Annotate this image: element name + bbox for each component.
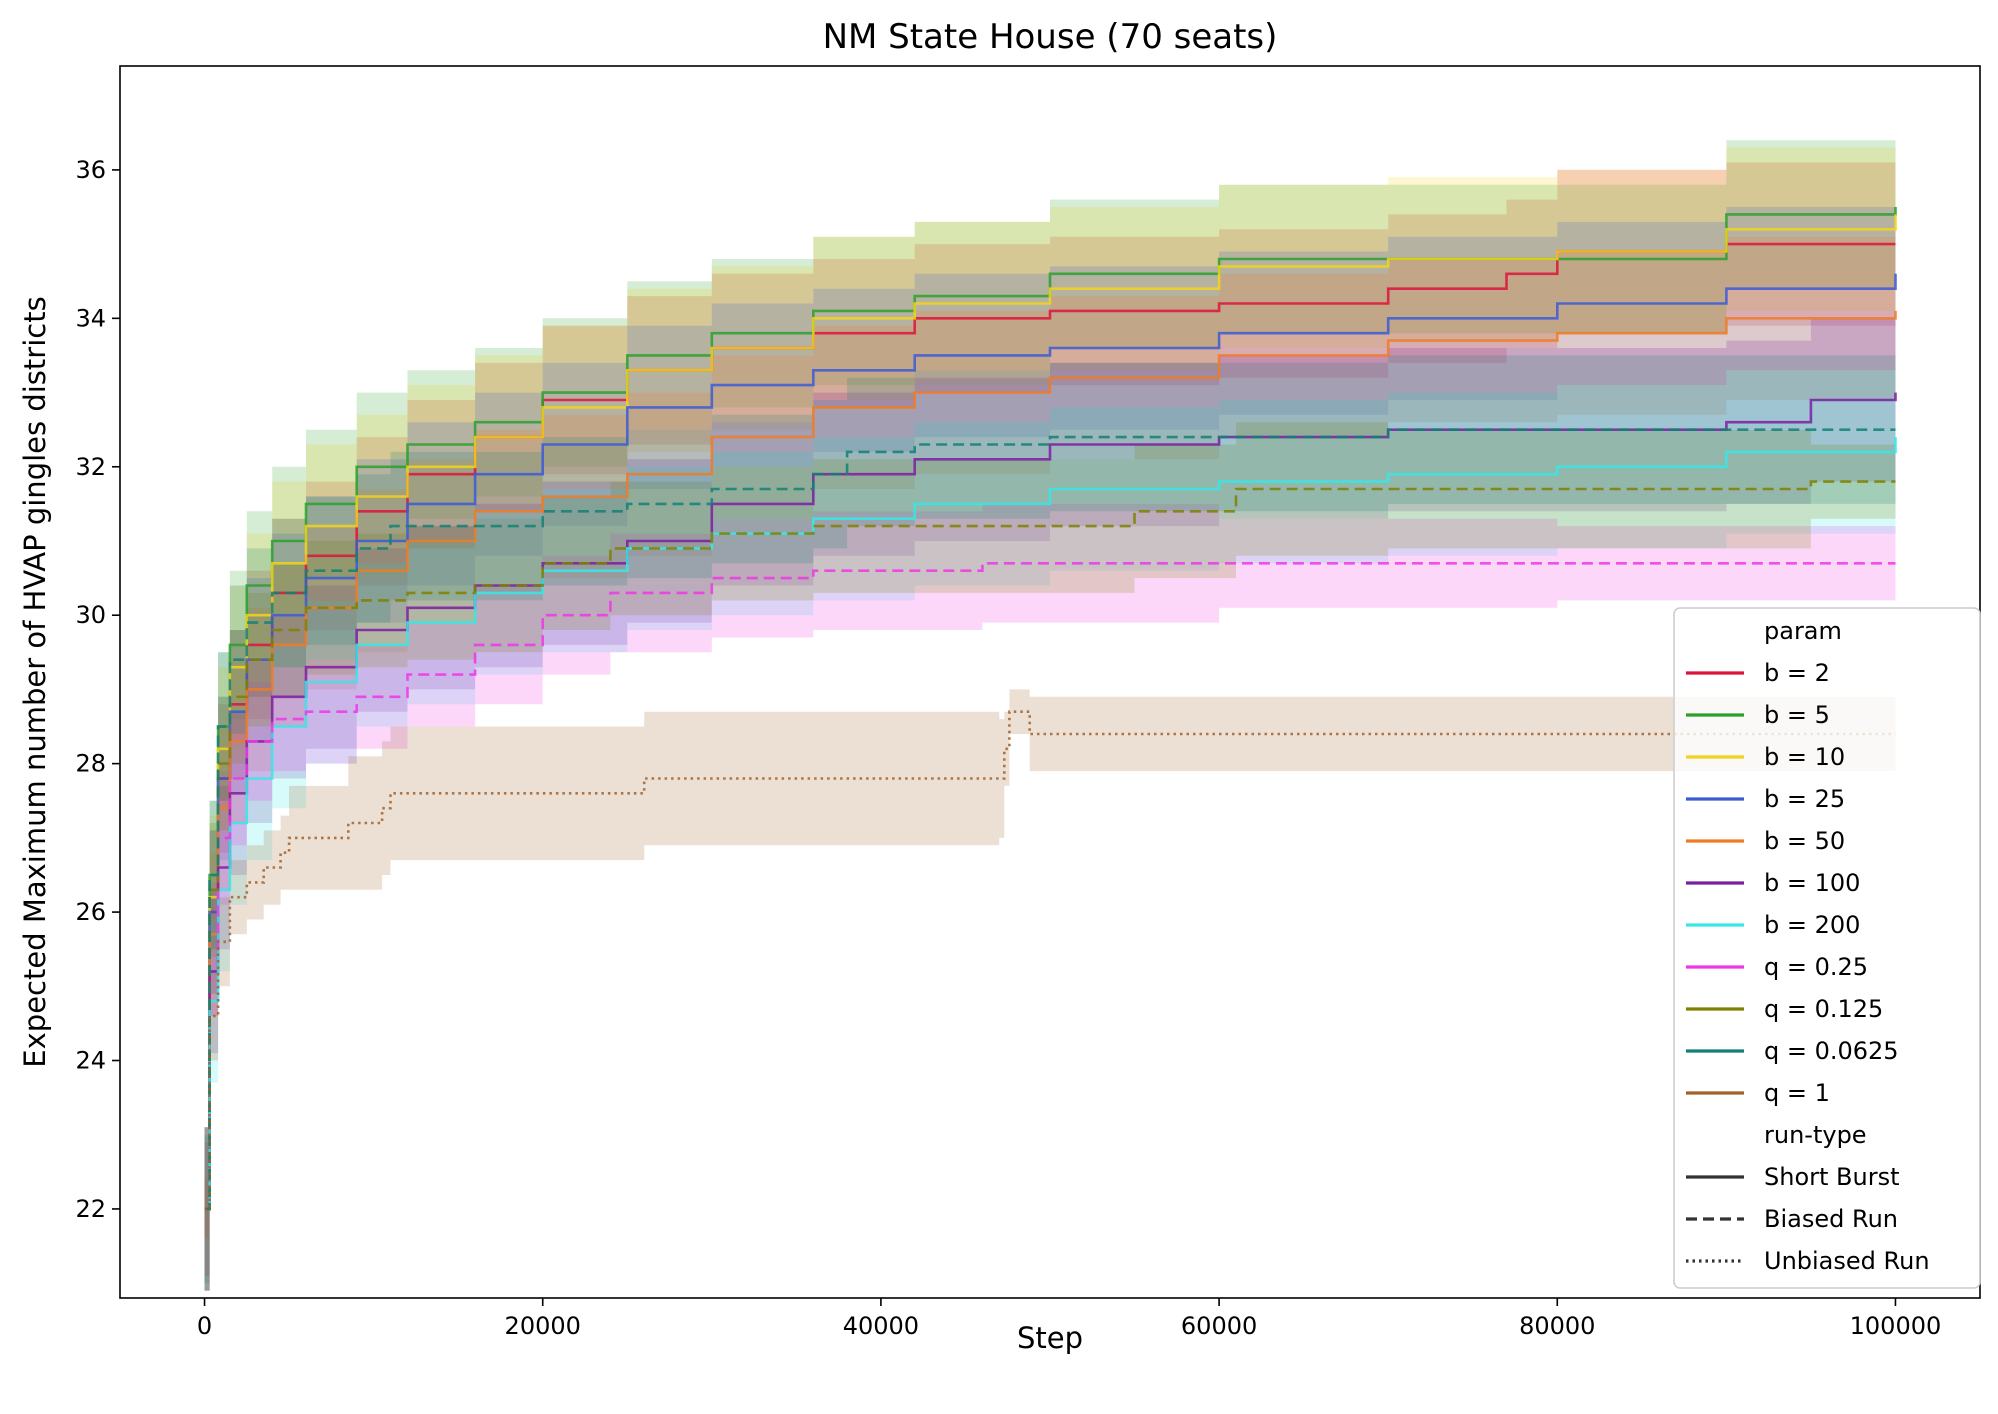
series-lines: [204, 207, 1897, 1211]
legend-label-b-50: b = 50: [1764, 827, 1845, 855]
series-line-q-1: [204, 710, 1896, 1211]
series-line-b-50: [204, 310, 1897, 1211]
band-q-0-25: [204, 503, 1896, 1276]
series-line-b-25: [204, 273, 1897, 1211]
band-b-200: [204, 355, 1896, 1291]
x-tick-label: 100000: [1850, 1312, 1942, 1340]
legend-label-b-25: b = 25: [1764, 785, 1845, 813]
legend-label-b-100: b = 100: [1764, 869, 1860, 897]
legend: param b = 2 b = 5 b = 10 b = 25 b = 50 b = 100…: [1673, 607, 1981, 1289]
legend-label-b-200: b = 200: [1764, 911, 1860, 939]
y-tick-label: 28: [75, 750, 106, 778]
y-tick-label: 34: [75, 304, 106, 332]
band-q-1: [204, 689, 1896, 1239]
y-axis-label: Expected Maximum number of HVAP gingles …: [18, 296, 52, 1067]
legend-section-title: param: [1764, 617, 1842, 645]
legend-label-biased-run: Biased Run: [1764, 1205, 1898, 1233]
y-tick-label: 32: [75, 453, 106, 481]
x-tick-label: 0: [197, 1312, 212, 1340]
legend-label-b-10: b = 10: [1764, 743, 1845, 771]
series-line-q-0-0625: [204, 428, 1896, 1211]
series-line-q-0-25: [204, 561, 1896, 1211]
legend-items: param b = 2 b = 5 b = 10 b = 25 b = 50 b = 100…: [1686, 617, 1930, 1275]
x-axis-ticks: 0 20000 40000 60000 80000 100000: [197, 1298, 1941, 1340]
legend-label-q-0-125: q = 0.125: [1764, 995, 1883, 1023]
band-b-25: [204, 192, 1896, 1291]
legend-section-title: run-type: [1764, 1121, 1867, 1149]
y-tick-label: 26: [75, 898, 106, 926]
x-tick-label: 40000: [843, 1312, 919, 1340]
legend-label-q-0-25: q = 0.25: [1764, 953, 1868, 981]
legend-label-q-1: q = 1: [1764, 1079, 1830, 1107]
legend-label-q-0-0625: q = 0.0625: [1764, 1037, 1899, 1065]
y-tick-label: 36: [75, 156, 106, 184]
legend-label-b-2: b = 2: [1764, 659, 1830, 687]
series-line-q-0-125: [204, 480, 1896, 1211]
legend-label-unbiased-run: Unbiased Run: [1764, 1247, 1930, 1275]
x-tick-label: 80000: [1519, 1312, 1595, 1340]
y-tick-label: 22: [75, 1195, 106, 1223]
band-q-0-125: [204, 422, 1896, 1276]
y-tick-label: 24: [75, 1047, 106, 1075]
y-tick-label: 30: [75, 601, 106, 629]
band-q-0-0625: [204, 355, 1896, 1284]
chart-title: NM State House (70 seats): [823, 17, 1278, 57]
legend-box: [1673, 607, 1981, 1289]
x-axis-label: Step: [1017, 1321, 1083, 1355]
legend-label-b-5: b = 5: [1764, 701, 1830, 729]
series-line-b-2: [204, 242, 1896, 1211]
x-tick-label: 60000: [1181, 1312, 1257, 1340]
series-line-b-10: [204, 214, 1897, 1211]
x-tick-label: 20000: [505, 1312, 581, 1340]
y-axis-ticks: 22 24 26 28 30 32 34 36: [75, 156, 120, 1223]
legend-label-short-burst: Short Burst: [1764, 1163, 1900, 1191]
